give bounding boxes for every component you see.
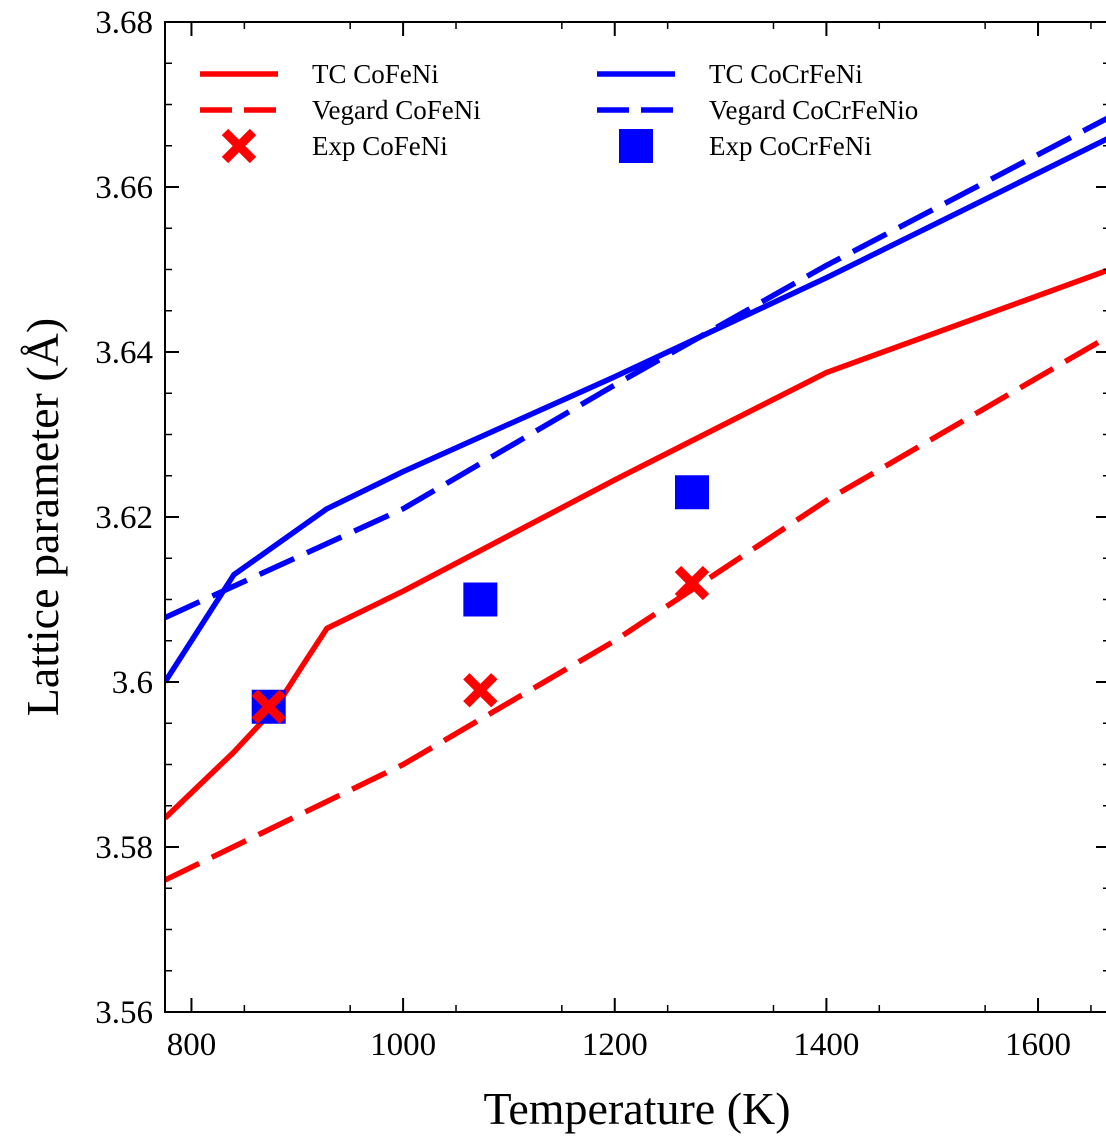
legend-label: Exp CoFeNi [312,131,448,161]
y-axis-title: Lattice parameter (Å) [17,318,68,716]
legend-label: Vegard CoFeNi [312,95,481,125]
series-line-2 [165,136,1106,684]
data-point-cross [463,673,498,708]
series-line-0 [165,268,1106,821]
legend-item: Vegard CoCrFeNio [597,95,918,125]
y-tick-label: 3.68 [95,5,153,41]
y-tick-label: 3.56 [95,995,153,1031]
y-tick-label: 3.6 [112,665,153,701]
y-tick-label: 3.66 [95,170,153,206]
data-point-square [674,475,709,510]
x-axis-title: Temperature (K) [483,1083,790,1134]
x-tick-label: 800 [167,1027,217,1063]
legend-item: TC CoFeNi [200,59,439,89]
plot-frame [164,21,1106,1013]
legend-swatch-cross [221,128,257,164]
legend-swatch-square [619,129,653,163]
x-tick-label: 1400 [793,1027,859,1063]
x-tick-label: 1000 [370,1027,436,1063]
data-point-cross [674,565,710,601]
data-point-cross [251,689,286,724]
y-tick-label: 3.62 [95,500,153,536]
legend-label: Exp CoCrFeNi [709,131,872,161]
data-point-square [463,582,498,617]
legend-label: TC CoCrFeNi [709,59,863,89]
y-tick-label: 3.58 [95,830,153,866]
chart-data-layer [165,115,1106,883]
y-tick-label: 3.64 [95,335,153,371]
axis-ticks: 3.56 3.58 3.6 3.62 3.64 3.66 3.68 800 1000 1200 14… [95,5,1106,1063]
legend-label: Vegard CoCrFeNio [709,95,918,125]
x-tick-label: 1200 [582,1027,648,1063]
x-tick-label: 1600 [1005,1027,1071,1063]
legend-item: Exp CoFeNi [221,128,448,164]
legend: TC CoFeNi Vegard CoFeNi Exp CoFeNi TC CoCrF… [200,59,918,164]
legend-item: Vegard CoFeNi [200,95,481,125]
series-line-1 [165,334,1106,883]
series-line-3 [165,115,1106,621]
legend-label: TC CoFeNi [312,59,439,89]
legend-item: TC CoCrFeNi [597,59,863,89]
legend-item: Exp CoCrFeNi [619,129,872,163]
